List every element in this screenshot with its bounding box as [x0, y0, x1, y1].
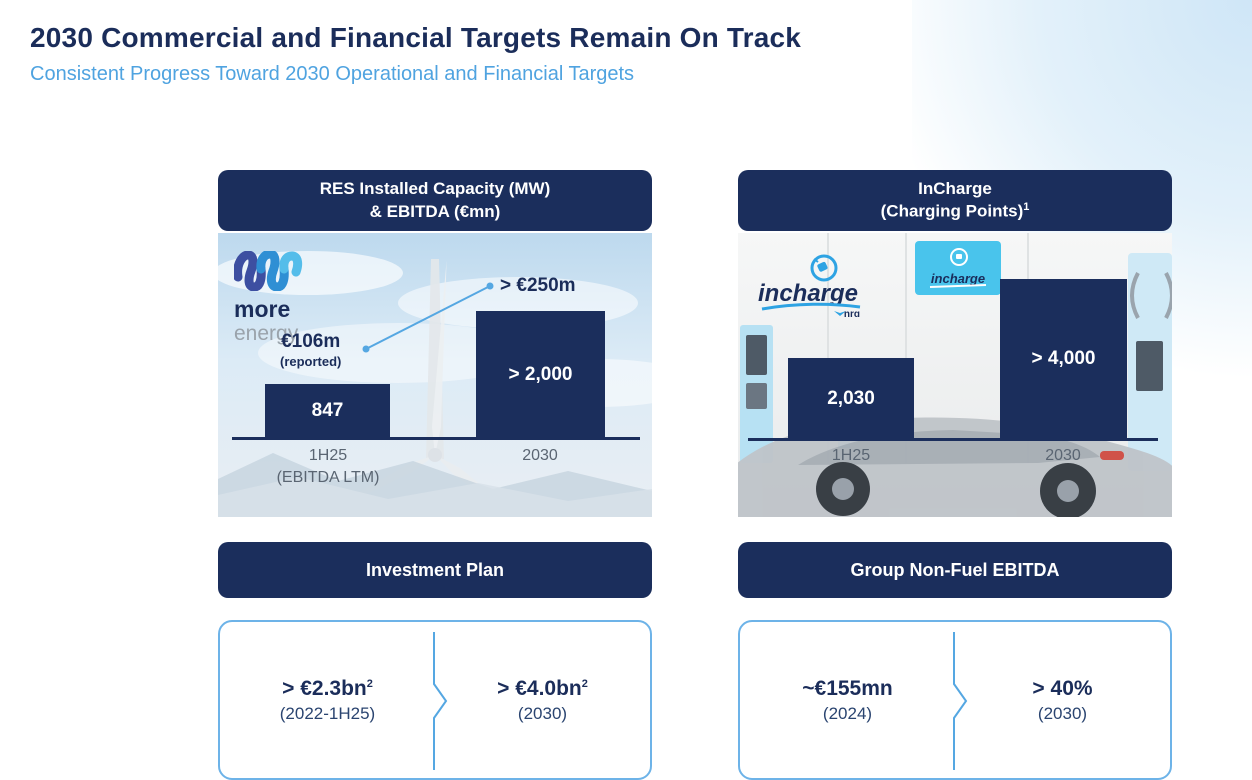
charging-pillar-left — [740, 325, 850, 463]
incharge-plug-icon: incharge nrg — [758, 254, 861, 320]
nonfuel-from: ~€155mn (2024) — [740, 622, 955, 778]
footnote-marker: 2 — [366, 677, 373, 690]
incharge-chart-title-line2: (Charging Points)1 — [880, 201, 1030, 221]
svg-text:nrg: nrg — [844, 309, 860, 317]
nonfuel-to-period: (2030) — [1037, 703, 1088, 723]
nonfuel-from-period: (2024) — [822, 703, 873, 723]
res-tick-2030: 2030 — [522, 447, 558, 464]
res-tick-1h25-line1: 1H25 — [308, 447, 348, 464]
incharge-bar-1h25: 2,030 — [788, 358, 914, 439]
charging-pillar-right — [1128, 253, 1172, 471]
more-energy-wave-icon — [233, 249, 303, 292]
investment-to: > €4.0bn2 (2030) — [435, 622, 650, 778]
incharge-wall-sign: incharge — [915, 241, 1001, 295]
investment-to-value: > €4.0bn2 — [497, 676, 588, 700]
ebitda-target-annotation: > €250m — [500, 275, 576, 296]
investment-from: > €2.3bn2 (2022-1H25) — [220, 622, 435, 778]
more-energy-logo: more energy — [233, 249, 304, 345]
nonfuel-to: > 40% (2030) — [955, 622, 1170, 778]
res-chart-area: more energy €106m (reported) > €250m 847… — [218, 233, 652, 517]
footnote-marker: 1 — [1023, 201, 1030, 214]
page-header: 2030 Commercial and Financial Targets Re… — [30, 22, 801, 86]
incharge-chart-title: InCharge (Charging Points)1 — [738, 170, 1172, 231]
more-energy-logo-text1: more — [234, 296, 291, 322]
ebitda-annotation-line — [362, 282, 494, 353]
progress-chevron-divider — [953, 632, 968, 770]
page-subtitle: Consistent Progress Toward 2030 Operatio… — [30, 63, 635, 85]
res-tick-1h25-line2: (EBITDA LTM) — [276, 468, 380, 486]
investment-to-period: (2030) — [517, 703, 568, 723]
res-bar-1h25: 847 — [265, 384, 390, 438]
svg-text:incharge: incharge — [931, 271, 985, 286]
res-x-axis — [232, 437, 640, 440]
incharge-chart-area: incharge — [738, 233, 1172, 517]
nonfuel-to-value: > 40% — [1032, 676, 1093, 700]
panel-res: RES Installed Capacity (MW) & EBITDA (€m… — [218, 170, 652, 780]
ebitda-reported-annotation: €106m (reported) — [280, 331, 341, 369]
investment-from-value: > €2.3bn2 — [282, 676, 373, 700]
nonfuel-ebitda-box: ~€155mn (2024) > 40% (2030) — [738, 620, 1172, 780]
progress-chevron-divider — [433, 632, 448, 770]
incharge-tick-2030: 2030 — [1045, 447, 1081, 464]
svg-text:incharge: incharge — [758, 280, 858, 307]
footnote-marker: 2 — [581, 677, 588, 690]
investment-from-period: (2022-1H25) — [279, 703, 376, 723]
res-chart-title: RES Installed Capacity (MW) & EBITDA (€m… — [218, 170, 652, 231]
group-nonfuel-ebitda-header: Group Non-Fuel EBITDA — [738, 542, 1172, 598]
investment-plan-box: > €2.3bn2 (2022-1H25) > €4.0bn2 (2030) — [218, 620, 652, 780]
res-bar-2030: > 2,000 — [476, 311, 605, 438]
res-chart-title-line1: RES Installed Capacity (MW) — [319, 179, 551, 199]
res-chart-title-line2: & EBITDA (€mn) — [369, 201, 501, 221]
nonfuel-from-value: ~€155mn — [802, 676, 893, 700]
incharge-bar-2030: > 4,000 — [1000, 279, 1127, 439]
investment-plan-header: Investment Plan — [218, 542, 652, 598]
res-tick-1h25: 1H25 (EBITDA LTM) — [277, 445, 380, 488]
incharge-x-axis — [748, 438, 1158, 441]
panel-incharge: InCharge (Charging Points)1 incharge — [738, 170, 1172, 780]
page-title: 2030 Commercial and Financial Targets Re… — [30, 22, 802, 53]
ebitda-reported-value: €106m — [281, 331, 341, 352]
ebitda-reported-note: (reported) — [280, 354, 342, 369]
incharge-tick-1h25: 1H25 — [831, 447, 871, 464]
more-energy-logo-text2: energy — [234, 322, 299, 345]
incharge-chart-title-line1: InCharge — [918, 178, 992, 198]
incharge-logo: incharge nrg — [756, 253, 866, 322]
